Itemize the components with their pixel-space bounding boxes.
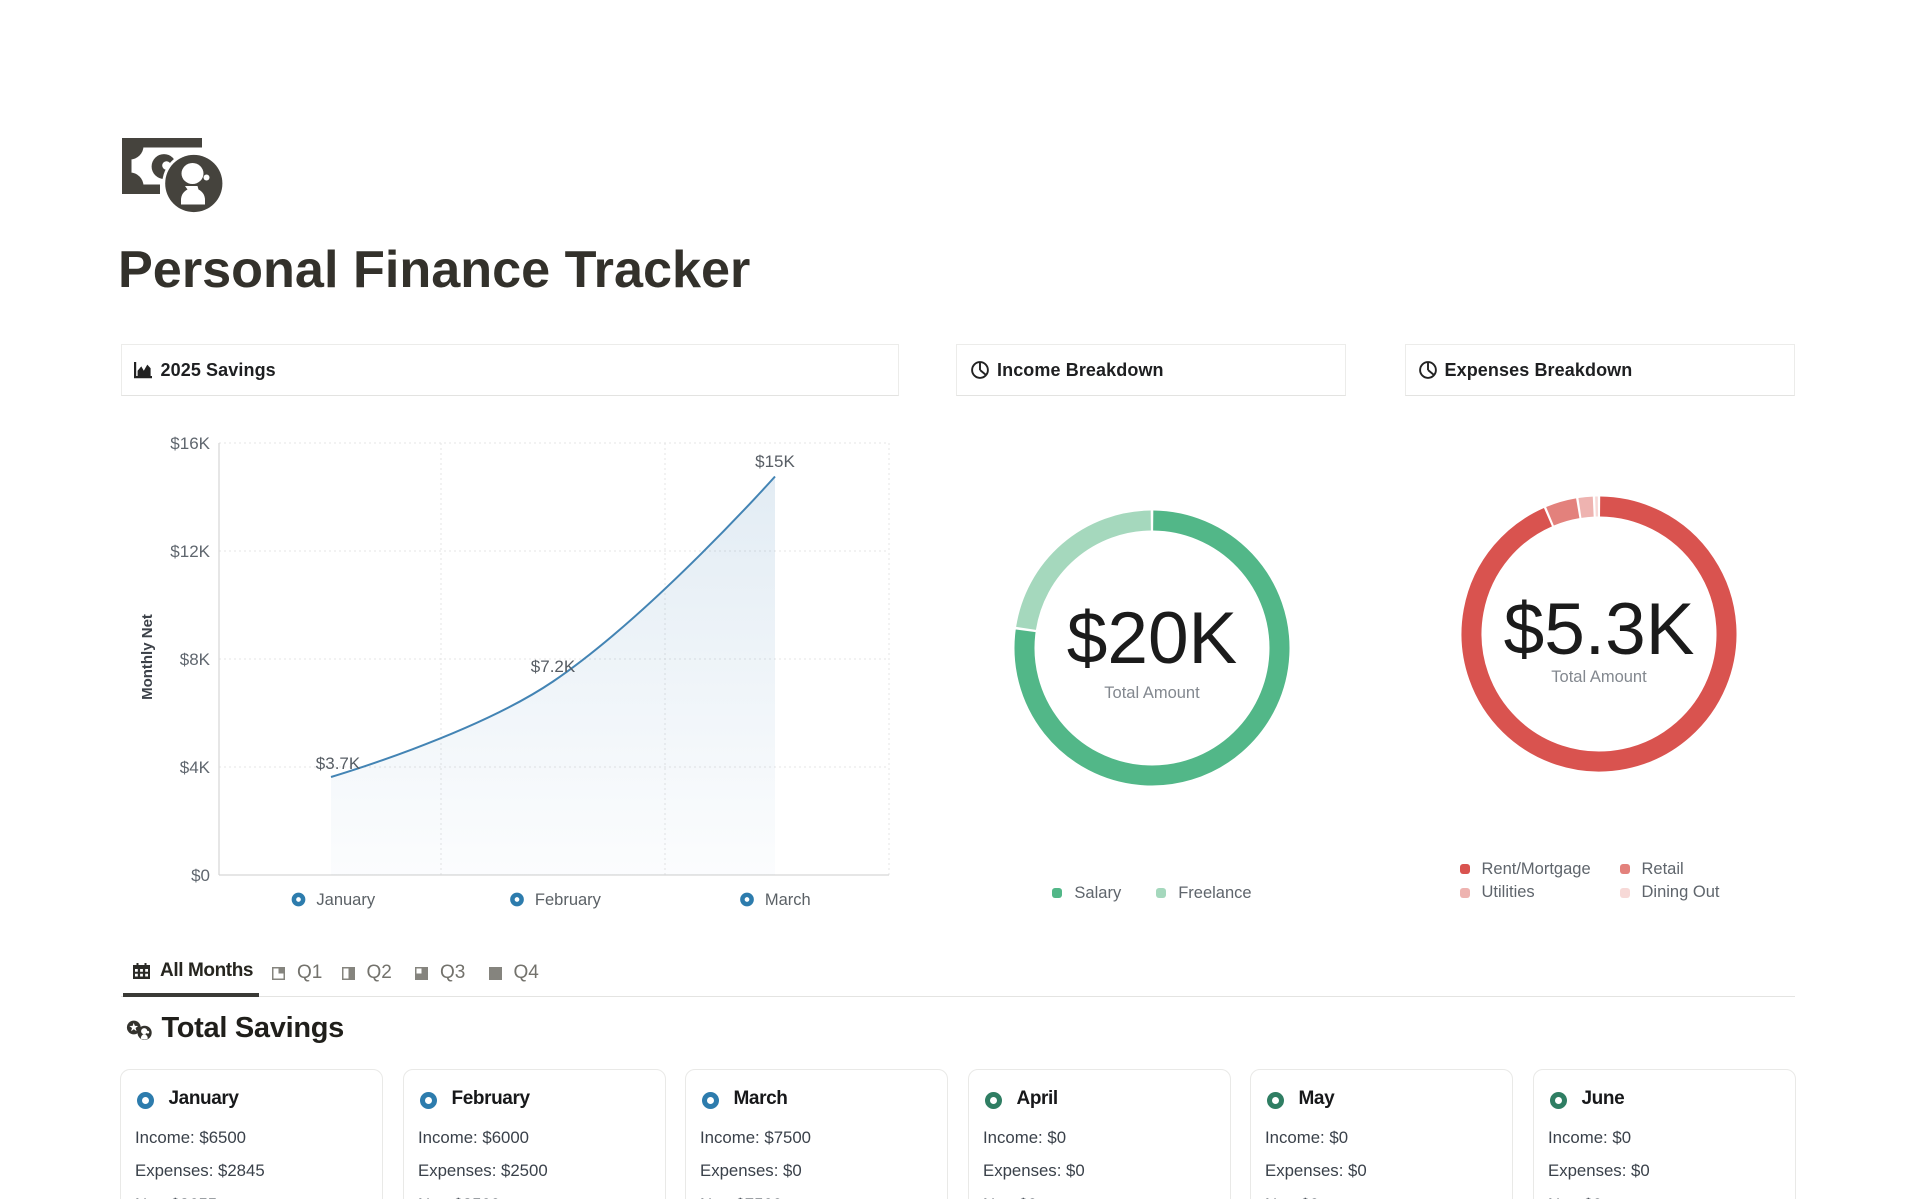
svg-text:$4K: $4K xyxy=(180,758,211,777)
svg-text:$8K: $8K xyxy=(180,650,211,669)
svg-text:$12K: $12K xyxy=(170,542,210,561)
svg-text:January: January xyxy=(316,891,375,909)
svg-text:$7.2K: $7.2K xyxy=(531,657,576,676)
svg-text:$0: $0 xyxy=(191,866,210,885)
svg-text:$3.7K: $3.7K xyxy=(316,754,361,773)
svg-text:February: February xyxy=(535,891,602,909)
svg-text:March: March xyxy=(765,891,811,909)
svg-text:$16K: $16K xyxy=(170,434,210,453)
svg-text:$15K: $15K xyxy=(755,452,795,471)
